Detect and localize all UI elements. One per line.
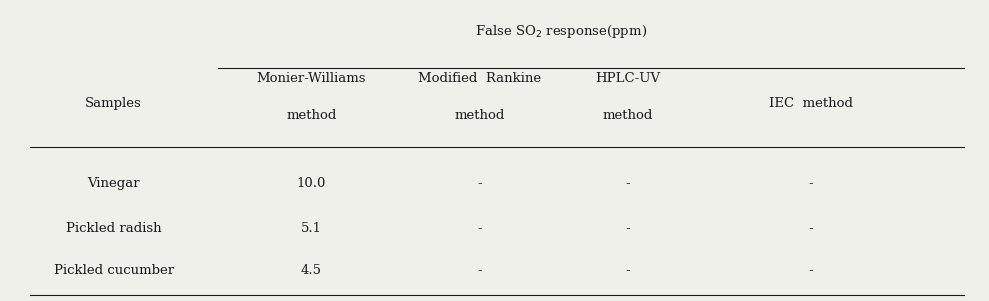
Text: Pickled radish: Pickled radish: [66, 222, 161, 235]
Text: HPLC-UV: HPLC-UV: [595, 72, 661, 85]
Text: 4.5: 4.5: [301, 264, 322, 278]
Text: -: -: [478, 264, 482, 278]
Text: Vinegar: Vinegar: [87, 177, 140, 190]
Text: -: -: [809, 264, 813, 278]
Text: -: -: [478, 222, 482, 235]
Text: -: -: [809, 177, 813, 190]
Text: 10.0: 10.0: [297, 177, 326, 190]
Text: method: method: [603, 109, 653, 123]
Text: method: method: [455, 109, 504, 123]
Text: 5.1: 5.1: [301, 222, 322, 235]
Text: -: -: [478, 177, 482, 190]
Text: -: -: [809, 222, 813, 235]
Text: -: -: [626, 222, 630, 235]
Text: False SO$_2$ response(ppm): False SO$_2$ response(ppm): [475, 23, 648, 40]
Text: IEC  method: IEC method: [769, 97, 853, 110]
Text: Samples: Samples: [85, 97, 142, 110]
Text: Monier-Williams: Monier-Williams: [257, 72, 366, 85]
Text: Modified  Rankine: Modified Rankine: [418, 72, 541, 85]
Text: Pickled cucumber: Pickled cucumber: [53, 264, 174, 278]
Text: method: method: [287, 109, 336, 123]
Text: -: -: [626, 177, 630, 190]
Text: -: -: [626, 264, 630, 278]
